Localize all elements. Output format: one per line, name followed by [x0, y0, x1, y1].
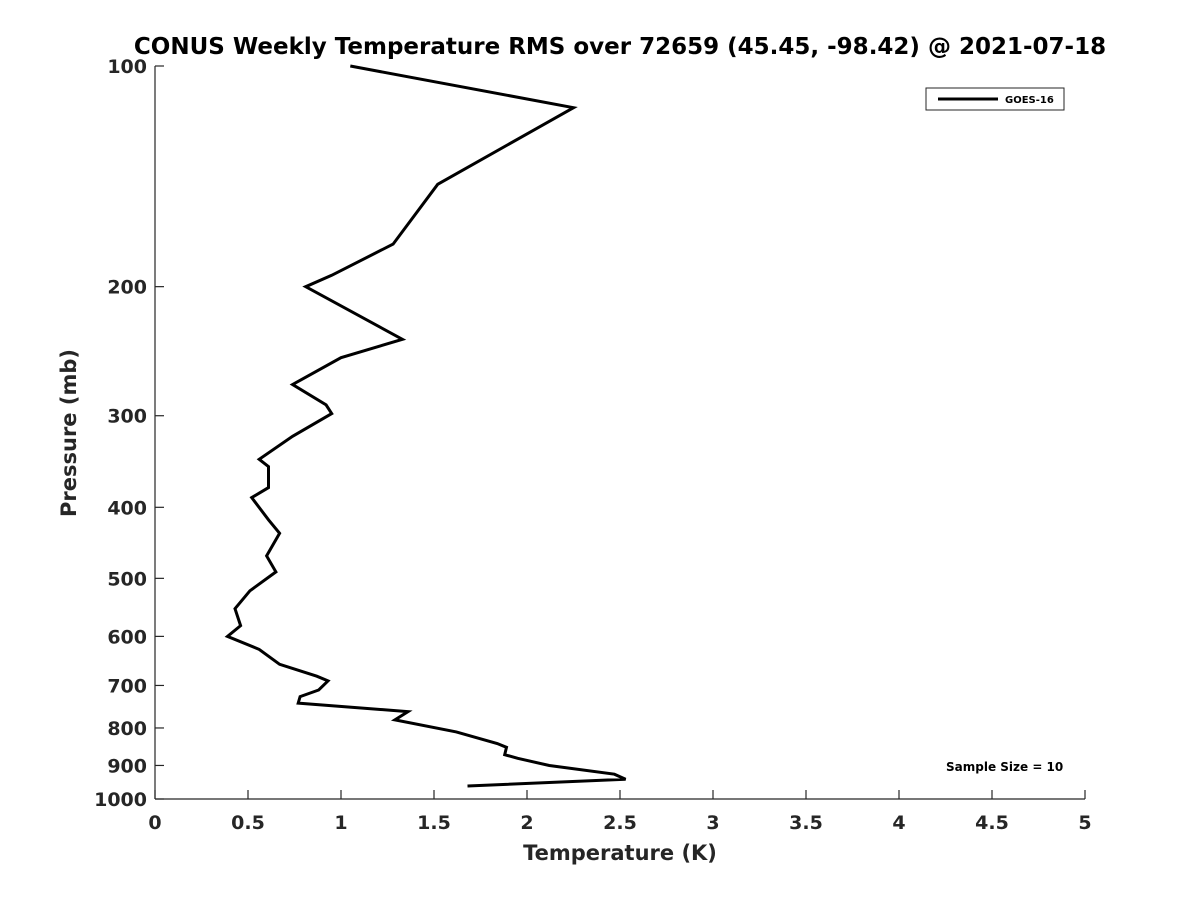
y-tick-label: 300	[107, 406, 147, 428]
y-tick-label: 700	[107, 675, 147, 697]
y-tick-label: 500	[107, 568, 147, 590]
y-tick-label: 200	[107, 277, 147, 299]
series-line-goes-16	[224, 64, 627, 788]
x-tick-label: 1.5	[417, 812, 451, 834]
x-tick-label: 5	[1078, 812, 1091, 834]
x-tick-label: 4.5	[975, 812, 1009, 834]
y-axis-label: Pressure (mb)	[57, 349, 81, 517]
legend-label-goes-16: GOES-16	[1005, 95, 1054, 106]
series-layer	[224, 64, 627, 788]
y-tick-label: 1000	[94, 789, 147, 811]
x-axis-label: Temperature (K)	[523, 841, 717, 865]
x-ticks: 0 0.5 1 1.5 2 2.5 3 3.5 4 4.5 5	[148, 790, 1092, 834]
sample-size-annotation: Sample Size = 10	[946, 760, 1063, 774]
chart-title: CONUS Weekly Temperature RMS over 72659 …	[134, 34, 1106, 60]
legend: GOES-16	[925, 87, 1065, 111]
x-tick-label: 0.5	[231, 812, 265, 834]
x-tick-label: 0	[148, 812, 161, 834]
y-tick-label: 400	[107, 497, 147, 519]
y-tick-label: 800	[107, 718, 147, 740]
x-tick-label: 3	[706, 812, 719, 834]
y-ticks: 100 200 300 400 500 600 700 800 900 1000	[94, 56, 164, 811]
y-tick-label: 100	[107, 56, 147, 78]
x-tick-label: 3.5	[789, 812, 823, 834]
x-tick-label: 1	[334, 812, 347, 834]
x-tick-label: 2	[520, 812, 533, 834]
y-tick-label: 900	[107, 755, 147, 777]
y-tick-label: 600	[107, 626, 147, 648]
x-tick-label: 2.5	[603, 812, 637, 834]
x-tick-label: 4	[892, 812, 905, 834]
